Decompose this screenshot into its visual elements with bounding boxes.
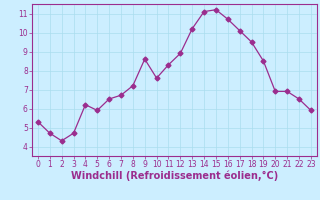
X-axis label: Windchill (Refroidissement éolien,°C): Windchill (Refroidissement éolien,°C): [71, 171, 278, 181]
